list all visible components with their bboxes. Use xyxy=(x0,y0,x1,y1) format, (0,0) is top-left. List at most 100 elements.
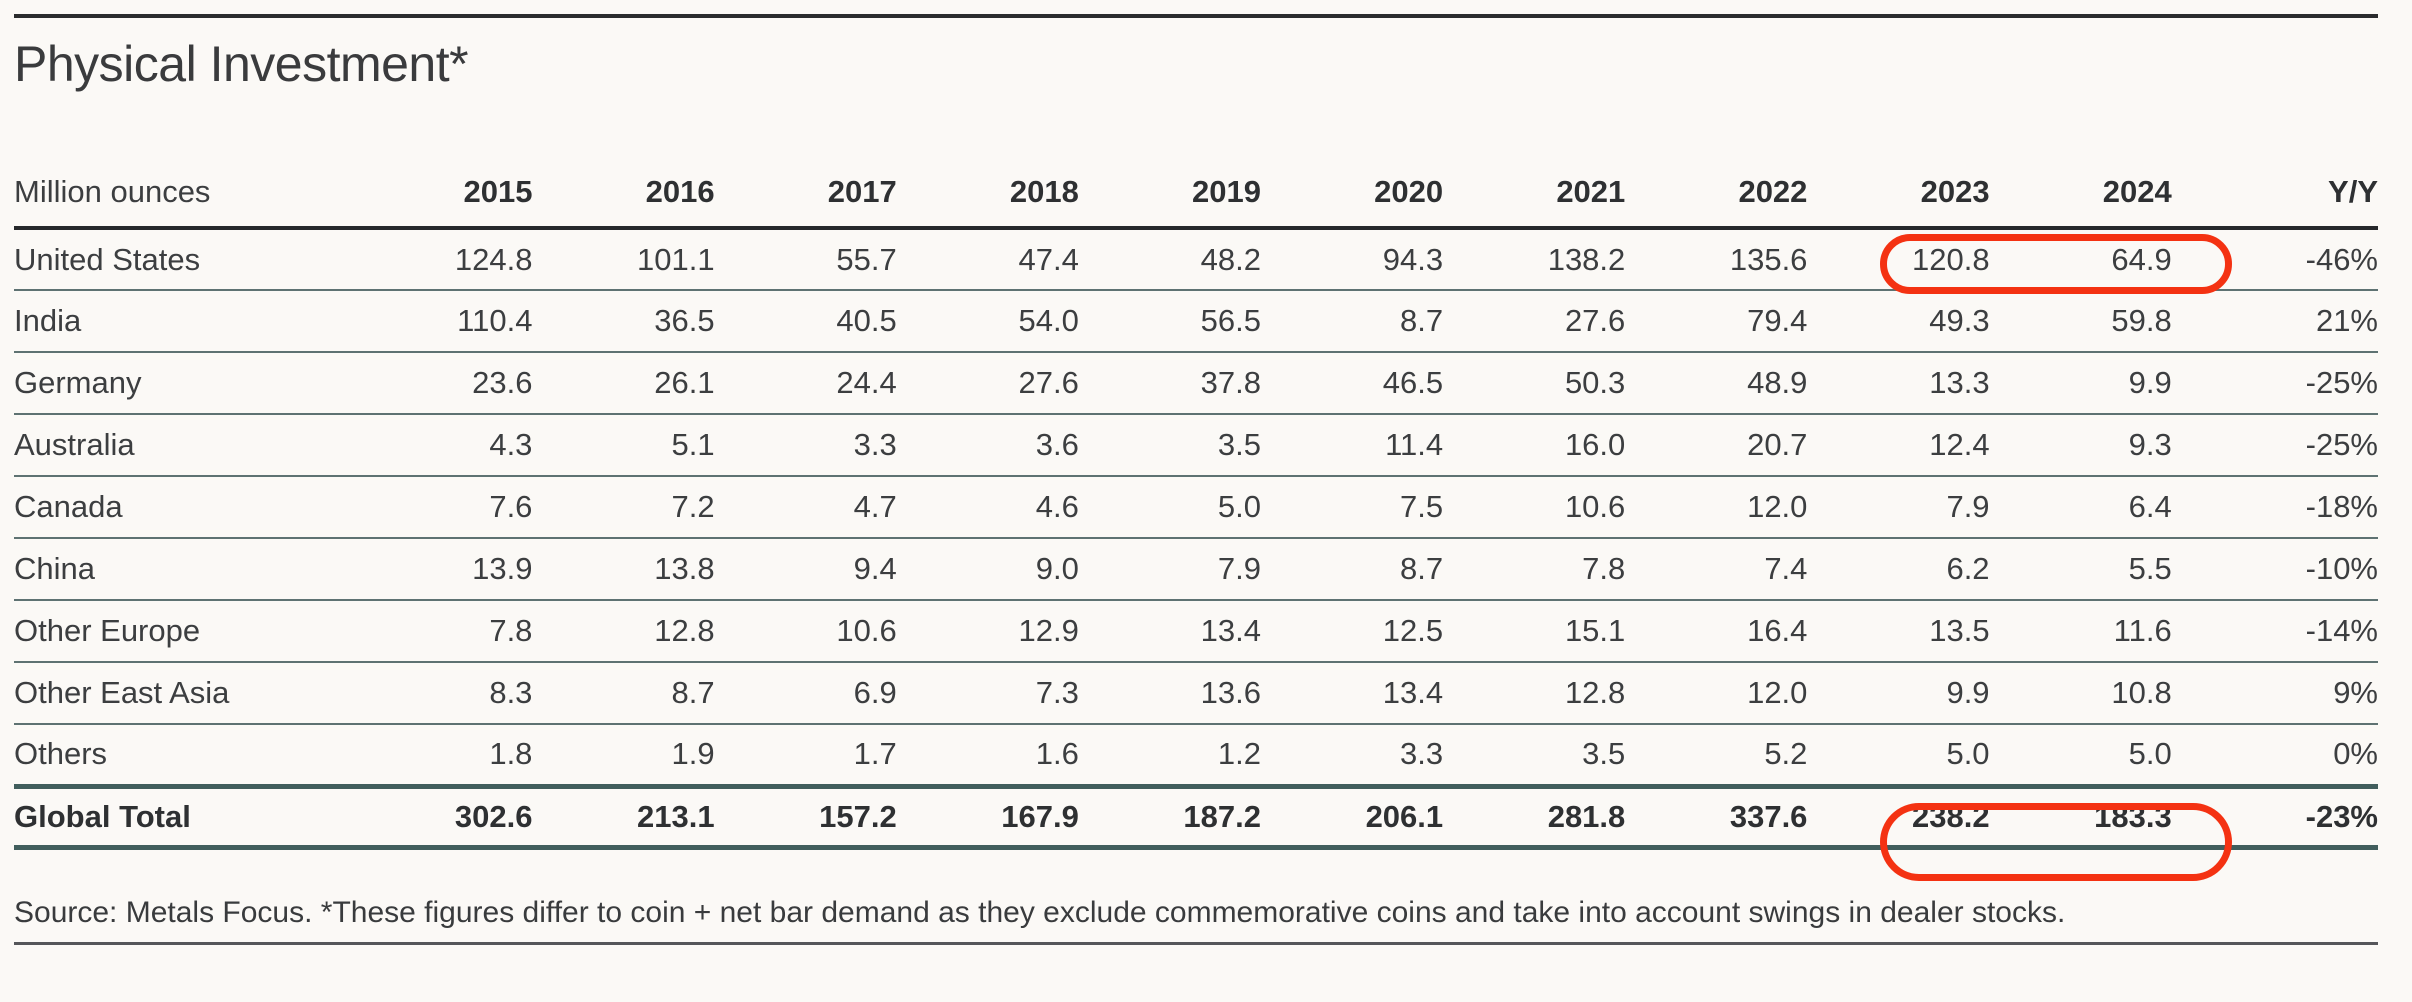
table-row: Canada 7.6 7.2 4.7 4.6 5.0 7.5 10.6 12.0 7.9 6.4 -1… xyxy=(14,476,2378,538)
value-cell: 281.8 xyxy=(1547,798,1626,834)
value-cell: 7.8 xyxy=(1582,551,1626,586)
value-cell: 187.2 xyxy=(1183,798,1261,834)
value-cell: 16.0 xyxy=(1564,427,1626,462)
value-cell: 3.5 xyxy=(1217,427,1261,462)
value-cell: 3.3 xyxy=(1400,736,1444,772)
row-label: Other Europe xyxy=(14,613,201,648)
row-label: India xyxy=(14,303,82,338)
yoy-cell: -25% xyxy=(2305,427,2378,462)
value-cell: 79.4 xyxy=(1747,303,1808,338)
top-rule xyxy=(14,14,2378,18)
value-cell: 12.8 xyxy=(1564,675,1626,710)
value-cell: 10.8 xyxy=(2111,675,2172,710)
value-cell: 6.9 xyxy=(853,675,897,710)
value-cell: 40.5 xyxy=(836,303,897,338)
value-cell: 9.4 xyxy=(853,551,897,586)
value-cell: 10.6 xyxy=(1564,489,1626,524)
value-cell: 7.8 xyxy=(489,613,533,648)
value-cell: 94.3 xyxy=(1382,241,1444,277)
column-header-year: 2015 xyxy=(463,174,533,209)
row-label: China xyxy=(14,551,95,586)
value-cell: 23.6 xyxy=(472,365,533,400)
value-cell: 138.2 xyxy=(1547,241,1626,277)
value-cell: 5.1 xyxy=(671,427,715,462)
column-header-year: 2019 xyxy=(1192,174,1261,209)
row-label: Other East Asia xyxy=(14,675,230,710)
value-cell: 5.0 xyxy=(2128,736,2172,772)
report-page: Physical Investment* Million ounces 2015 2… xyxy=(14,14,2378,945)
value-cell: 101.1 xyxy=(637,241,715,277)
value-cell: 49.3 xyxy=(1929,303,1990,338)
value-cell: 7.5 xyxy=(1400,489,1444,524)
value-cell: 10.6 xyxy=(836,613,897,648)
column-header-year: 2017 xyxy=(827,174,897,209)
value-cell: 27.6 xyxy=(1564,303,1626,338)
table-row: Other Europe 7.8 12.8 10.6 12.9 13.4 12.5 15.1 1… xyxy=(14,600,2378,662)
value-cell: 12.5 xyxy=(1382,613,1444,648)
table-header-row: Million ounces 2015 2016 2017 2018 2019 2020 20… xyxy=(14,92,2378,228)
column-header-yoy: Y/Y xyxy=(2328,174,2378,209)
row-label: United States xyxy=(14,241,201,277)
value-cell: 120.8 xyxy=(1911,241,1990,277)
row-label: Germany xyxy=(14,365,142,400)
bottom-rule xyxy=(14,941,2378,945)
value-cell: 337.6 xyxy=(1729,798,1808,834)
column-header-year: 2023 xyxy=(1920,174,1990,209)
data-table: Million ounces 2015 2016 2017 2018 2019 2020 20… xyxy=(14,92,2378,850)
value-cell: 3.3 xyxy=(853,427,897,462)
value-cell: 124.8 xyxy=(454,241,533,277)
value-cell: 13.4 xyxy=(1382,675,1444,710)
value-cell: 11.4 xyxy=(1385,427,1444,462)
value-cell: 13.4 xyxy=(1200,613,1261,648)
column-header-year: 2018 xyxy=(1009,174,1079,209)
value-cell: 11.6 xyxy=(2113,613,2172,648)
value-cell: 13.9 xyxy=(472,551,533,586)
yoy-cell: -46% xyxy=(2305,241,2378,277)
value-cell: 7.4 xyxy=(1764,551,1808,586)
row-label: Global Total xyxy=(14,798,191,834)
value-cell: 6.2 xyxy=(1946,551,1990,586)
value-cell: 5.0 xyxy=(1217,489,1261,524)
source-note: Source: Metals Focus. *These figures dif… xyxy=(14,895,2066,929)
row-label: Australia xyxy=(14,427,135,462)
value-cell: 27.6 xyxy=(1018,365,1079,400)
value-cell: 1.8 xyxy=(489,736,533,772)
value-cell: 4.6 xyxy=(1035,489,1079,524)
yoy-cell: -18% xyxy=(2305,489,2378,524)
yoy-cell: -25% xyxy=(2305,365,2378,400)
value-cell: 59.8 xyxy=(2111,303,2172,338)
value-cell: 50.3 xyxy=(1564,365,1626,400)
physical-investment-table: Million ounces 2015 2016 2017 2018 2019 2020 20… xyxy=(14,92,2378,881)
value-cell: 238.2 xyxy=(1911,798,1990,834)
column-header-year: 2016 xyxy=(645,174,715,209)
value-cell: 1.6 xyxy=(1035,736,1079,772)
value-cell: 5.0 xyxy=(1946,736,1990,772)
column-header-year: 2022 xyxy=(1738,174,1808,209)
value-cell: 8.7 xyxy=(1400,551,1444,586)
row-label: Canada xyxy=(14,489,123,524)
value-cell: 24.4 xyxy=(836,365,897,400)
value-cell: 55.7 xyxy=(836,241,897,277)
value-cell: 5.5 xyxy=(2128,551,2172,586)
page-title: Physical Investment* xyxy=(14,36,469,92)
yoy-cell: -14% xyxy=(2305,613,2378,648)
table-row: Australia 4.3 5.1 3.3 3.6 3.5 11.4 16.0 20.7 12.4… xyxy=(14,414,2378,476)
value-cell: 1.2 xyxy=(1217,736,1261,772)
value-cell: 26.1 xyxy=(654,365,715,400)
value-cell: 48.2 xyxy=(1200,241,1261,277)
value-cell: 157.2 xyxy=(819,798,897,834)
value-cell: 12.4 xyxy=(1929,427,1990,462)
row-label: Others xyxy=(14,736,108,772)
value-cell: 8.3 xyxy=(489,675,533,710)
value-cell: 13.8 xyxy=(654,551,715,586)
value-cell: 56.5 xyxy=(1200,303,1261,338)
value-cell: 46.5 xyxy=(1382,365,1444,400)
value-cell: 4.3 xyxy=(489,427,533,462)
value-cell: 9.9 xyxy=(1946,675,1990,710)
table-row: United States 124.8 101.1 55.7 47.4 48.2 94.3 1… xyxy=(14,228,2378,290)
value-cell: 213.1 xyxy=(637,798,715,834)
value-cell: 183.3 xyxy=(2094,798,2172,834)
value-cell: 3.5 xyxy=(1582,736,1626,772)
value-cell: 110.4 xyxy=(457,303,533,338)
value-cell: 3.6 xyxy=(1035,427,1079,462)
